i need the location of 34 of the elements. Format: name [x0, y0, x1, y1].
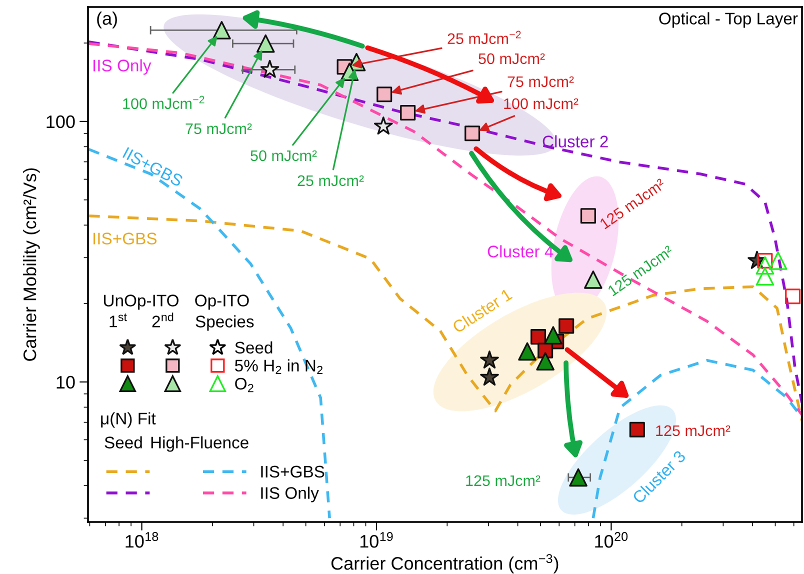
legend-label: IIS+GBS [261, 466, 324, 478]
x-tick-label: 10$^{20}$ [595, 532, 628, 548]
x-tick-label: 10$^{18}$ [126, 532, 158, 548]
annotation: 100 mJcm$^{−2}$ [123, 96, 204, 110]
annotation: Optical - Top Layer [659, 12, 798, 28]
annotation: μ(N) Fit [101, 412, 156, 428]
annotation: 125 mJcm² [466, 475, 540, 486]
x-tick-label: 10$^{19}$ [360, 532, 393, 548]
annotation: 50 mJcm² [478, 53, 545, 64]
annotation: Op-ITO [195, 294, 249, 310]
annotation: IIS Only [94, 59, 152, 75]
annotation: 2$^{nd}$ [152, 312, 174, 328]
annotation: Cluster 2 [542, 135, 608, 148]
annotation: 25 mJcm² [298, 175, 364, 186]
y-axis-title: Carrier Mobility (cm²/Vs) [22, 168, 40, 361]
annotation: 1$^{st}$ [110, 313, 127, 328]
annotation: 25 mJcm$^{−2}$ [448, 30, 521, 44]
annotation: High-Fluence [151, 436, 248, 452]
annotation: 75 mJcm² [186, 123, 252, 134]
y-tick-label: 10 [56, 376, 75, 389]
annotation: UnOp-ITO [104, 294, 178, 310]
legend-label: Seed [235, 341, 272, 354]
annotation: Species [196, 315, 254, 331]
y-tick-label: 100 [46, 115, 75, 128]
annotation: (a) [97, 12, 117, 28]
x-axis-title: Carrier Concentration (cm$^{−3}$) [331, 554, 558, 574]
annotation: 75 mJcm² [508, 76, 574, 88]
annotation: IIS+GBS [94, 232, 157, 244]
annotation: 50 mJcm² [250, 150, 317, 162]
annotation: 100 mJcm² [504, 98, 578, 110]
annotation: 125 mJcm² [656, 425, 730, 436]
legend-label: IIS Only [261, 486, 319, 502]
legend-label: O$_{2}$ [235, 378, 254, 392]
annotation: Seed [104, 436, 142, 448]
